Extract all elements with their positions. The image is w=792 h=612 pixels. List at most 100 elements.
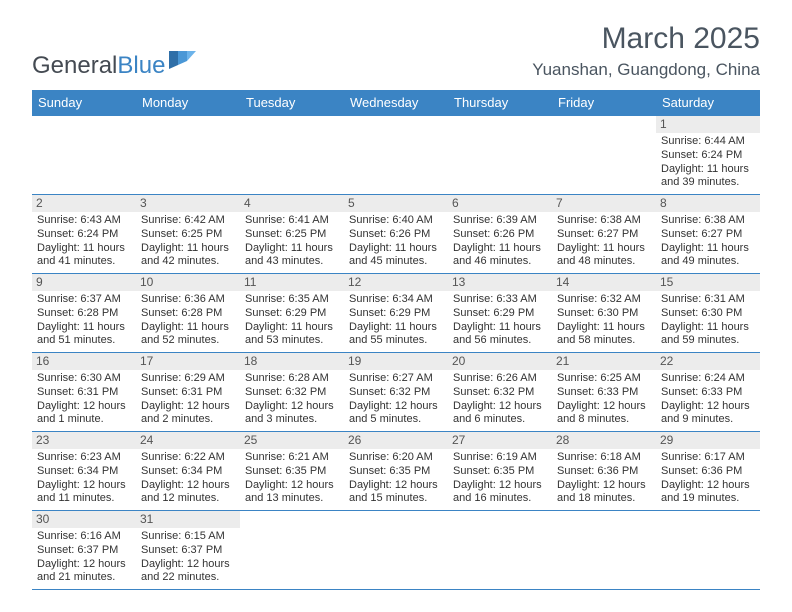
calendar-cell [32,116,136,194]
calendar-cell: 20Sunrise: 6:26 AMSunset: 6:32 PMDayligh… [448,353,552,431]
day-number [656,511,760,528]
calendar-cell: 24Sunrise: 6:22 AMSunset: 6:34 PMDayligh… [136,432,240,510]
day-number: 26 [344,432,448,449]
calendar-cell: 5Sunrise: 6:40 AMSunset: 6:26 PMDaylight… [344,195,448,273]
daylight-text: Daylight: 12 hours and 22 minutes. [141,558,235,586]
daylight-text: Daylight: 11 hours and 39 minutes. [661,163,755,191]
daylight-text: Daylight: 12 hours and 9 minutes. [661,400,755,428]
daylight-text: Daylight: 12 hours and 8 minutes. [557,400,651,428]
sunrise-text: Sunrise: 6:33 AM [453,293,547,307]
sunrise-text: Sunrise: 6:27 AM [349,372,443,386]
daylight-text: Daylight: 11 hours and 41 minutes. [37,242,131,270]
sunrise-text: Sunrise: 6:20 AM [349,451,443,465]
sunset-text: Sunset: 6:26 PM [453,228,547,242]
weekday-header: Saturday [656,90,760,116]
sunset-text: Sunset: 6:29 PM [453,307,547,321]
day-number: 6 [448,195,552,212]
sunrise-text: Sunrise: 6:44 AM [661,135,755,149]
calendar-cell: 31Sunrise: 6:15 AMSunset: 6:37 PMDayligh… [136,511,240,589]
sunrise-text: Sunrise: 6:35 AM [245,293,339,307]
sunset-text: Sunset: 6:30 PM [661,307,755,321]
sunset-text: Sunset: 6:32 PM [349,386,443,400]
calendar-week: 30Sunrise: 6:16 AMSunset: 6:37 PMDayligh… [32,511,760,590]
sunrise-text: Sunrise: 6:23 AM [37,451,131,465]
weekday-header: Monday [136,90,240,116]
day-number: 23 [32,432,136,449]
calendar-cell: 1 Sunrise: 6:44 AMSunset: 6:24 PMDaylight… [656,116,760,194]
day-number: 18 [240,353,344,370]
daylight-text: Daylight: 11 hours and 42 minutes. [141,242,235,270]
day-number [136,116,240,133]
sunrise-text: Sunrise: 6:38 AM [557,214,651,228]
sunrise-text: Sunrise: 6:40 AM [349,214,443,228]
sunrise-text: Sunrise: 6:30 AM [37,372,131,386]
daylight-text: Daylight: 12 hours and 11 minutes. [37,479,131,507]
sunset-text: Sunset: 6:34 PM [141,465,235,479]
sunset-text: Sunset: 6:27 PM [557,228,651,242]
sunset-text: Sunset: 6:36 PM [557,465,651,479]
day-number: 2 [32,195,136,212]
calendar-cell: 11Sunrise: 6:35 AMSunset: 6:29 PMDayligh… [240,274,344,352]
sunrise-text: Sunrise: 6:15 AM [141,530,235,544]
sunrise-text: Sunrise: 6:16 AM [37,530,131,544]
day-number: 13 [448,274,552,291]
day-number [552,116,656,133]
calendar-cell: 2Sunrise: 6:43 AMSunset: 6:24 PMDaylight… [32,195,136,273]
calendar-cell: 17Sunrise: 6:29 AMSunset: 6:31 PMDayligh… [136,353,240,431]
sunrise-text: Sunrise: 6:31 AM [661,293,755,307]
day-number [240,511,344,528]
sunrise-text: Sunrise: 6:18 AM [557,451,651,465]
calendar-cell [344,511,448,589]
daylight-text: Daylight: 12 hours and 21 minutes. [37,558,131,586]
sunset-text: Sunset: 6:33 PM [557,386,651,400]
brand-logo: GeneralBlue [32,51,197,80]
sunrise-text: Sunrise: 6:24 AM [661,372,755,386]
daylight-text: Daylight: 11 hours and 52 minutes. [141,321,235,349]
day-number: 9 [32,274,136,291]
sunset-text: Sunset: 6:24 PM [661,149,755,163]
calendar-cell: 26Sunrise: 6:20 AMSunset: 6:35 PMDayligh… [344,432,448,510]
daylight-text: Daylight: 11 hours and 59 minutes. [661,321,755,349]
daylight-text: Daylight: 12 hours and 1 minute. [37,400,131,428]
weekday-header-row: Sunday Monday Tuesday Wednesday Thursday… [32,90,760,116]
daylight-text: Daylight: 11 hours and 49 minutes. [661,242,755,270]
calendar-cell: 19Sunrise: 6:27 AMSunset: 6:32 PMDayligh… [344,353,448,431]
daylight-text: Daylight: 11 hours and 58 minutes. [557,321,651,349]
sunrise-text: Sunrise: 6:28 AM [245,372,339,386]
calendar-cell [240,511,344,589]
sunset-text: Sunset: 6:29 PM [245,307,339,321]
day-number [448,511,552,528]
calendar-week: 2Sunrise: 6:43 AMSunset: 6:24 PMDaylight… [32,195,760,274]
sunset-text: Sunset: 6:27 PM [661,228,755,242]
sunset-text: Sunset: 6:32 PM [245,386,339,400]
sunset-text: Sunset: 6:25 PM [245,228,339,242]
day-number: 16 [32,353,136,370]
daylight-text: Daylight: 12 hours and 2 minutes. [141,400,235,428]
day-number [344,116,448,133]
page-title: March 2025 [532,22,760,56]
daylight-text: Daylight: 12 hours and 18 minutes. [557,479,651,507]
brand-part2: Blue [117,52,165,80]
daylight-text: Daylight: 12 hours and 3 minutes. [245,400,339,428]
weekday-header: Friday [552,90,656,116]
location-subtitle: Yuanshan, Guangdong, China [532,60,760,80]
day-number: 1 [656,116,760,133]
day-number: 5 [344,195,448,212]
day-number: 25 [240,432,344,449]
calendar-cell: 22Sunrise: 6:24 AMSunset: 6:33 PMDayligh… [656,353,760,431]
day-number: 22 [656,353,760,370]
sunrise-text: Sunrise: 6:41 AM [245,214,339,228]
sunset-text: Sunset: 6:26 PM [349,228,443,242]
sunrise-text: Sunrise: 6:17 AM [661,451,755,465]
daylight-text: Daylight: 11 hours and 46 minutes. [453,242,547,270]
calendar-cell: 13Sunrise: 6:33 AMSunset: 6:29 PMDayligh… [448,274,552,352]
sunrise-text: Sunrise: 6:26 AM [453,372,547,386]
calendar-week: 23 Sunrise: 6:23 AM Sunset: 6:34 PM Dayligh… [32,432,760,511]
day-number: 19 [344,353,448,370]
daylight-text: Daylight: 12 hours and 6 minutes. [453,400,547,428]
calendar-cell: 7Sunrise: 6:38 AMSunset: 6:27 PMDaylight… [552,195,656,273]
calendar-cell: 15Sunrise: 6:31 AMSunset: 6:30 PMDayligh… [656,274,760,352]
flag-icon [169,51,197,80]
sunset-text: Sunset: 6:24 PM [37,228,131,242]
calendar-cell: 12Sunrise: 6:34 AMSunset: 6:29 PMDayligh… [344,274,448,352]
